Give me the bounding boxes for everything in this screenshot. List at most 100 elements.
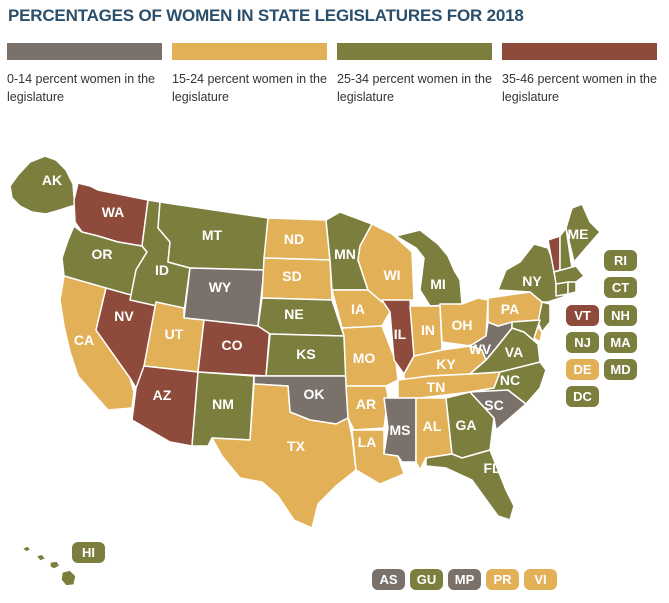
state-label-ut: UT (165, 326, 184, 342)
state-label-me: ME (568, 226, 589, 242)
state-label-ky: KY (436, 356, 456, 372)
state-az[interactable] (131, 365, 199, 447)
state-label-mt: MT (202, 227, 223, 243)
callout-label-de: DE (573, 362, 591, 377)
territory-label-mp: MP (455, 572, 475, 587)
territory-label-vi: VI (534, 572, 546, 587)
territory-label-as: AS (379, 572, 397, 587)
state-label-ne: NE (284, 306, 303, 322)
state-label-co: CO (222, 337, 243, 353)
territory-pill-pr[interactable] (486, 569, 519, 590)
callout-label-hi: HI (82, 545, 95, 560)
state-label-or: OR (92, 246, 113, 262)
callout-pill-de[interactable] (566, 359, 599, 380)
state-label-ak: AK (42, 172, 62, 188)
callout-label-dc: DC (573, 389, 592, 404)
state-md[interactable] (511, 319, 541, 345)
state-la[interactable] (351, 429, 405, 485)
state-ct[interactable] (555, 281, 569, 297)
state-tx[interactable] (211, 383, 357, 529)
state-label-ca: CA (74, 332, 94, 348)
legend-item-35-46: 35-46 percent women in the legislature (502, 43, 659, 106)
legend-item-0-14: 0-14 percent women in the legislature (7, 43, 164, 106)
state-label-nm: NM (212, 396, 234, 412)
state-label-il: IL (394, 326, 407, 342)
territory-pill-gu[interactable] (410, 569, 443, 590)
state-label-va: VA (505, 344, 523, 360)
territory-pill-vi[interactable] (524, 569, 557, 590)
state-label-id: ID (155, 262, 169, 278)
callout-pill-nh[interactable] (604, 305, 637, 326)
legend-swatch-25-34 (337, 43, 492, 60)
callout-label-md: MD (610, 362, 630, 377)
territory-label-gu: GU (417, 572, 437, 587)
state-label-tx: TX (287, 438, 306, 454)
state-label-tn: TN (427, 379, 446, 395)
state-label-pa: PA (501, 301, 519, 317)
state-label-mi: MI (430, 276, 446, 292)
callout-pill-dc[interactable] (566, 386, 599, 407)
state-label-wi: WI (383, 267, 400, 283)
state-label-fl: FL (483, 460, 501, 476)
state-mo[interactable] (341, 325, 399, 387)
state-label-ar: AR (356, 396, 376, 412)
state-label-az: AZ (153, 387, 172, 403)
state-label-nv: NV (114, 308, 134, 324)
state-oh[interactable] (439, 297, 489, 347)
callout-label-nj: NJ (574, 335, 591, 350)
state-label-wv: WV (469, 341, 492, 357)
callout-pill-nj[interactable] (566, 332, 599, 353)
callout-label-vt: VT (574, 308, 591, 323)
callout-pill-md[interactable] (604, 359, 637, 380)
state-label-al: AL (423, 418, 442, 434)
legend-swatch-35-46 (502, 43, 657, 60)
state-label-wa: WA (102, 204, 125, 220)
state-nc[interactable] (469, 361, 547, 405)
state-label-ok: OK (304, 386, 325, 402)
state-label-nc: NC (500, 372, 520, 388)
map-title: PERCENTAGES OF WOMEN IN STATE LEGISLATUR… (8, 6, 524, 25)
state-label-ga: GA (456, 417, 477, 433)
state-nj[interactable] (537, 301, 551, 333)
state-label-oh: OH (452, 317, 473, 333)
callout-pill-vt[interactable] (566, 305, 599, 326)
legend-label-25-34: 25-34 percent women in the legislature (337, 72, 492, 104)
state-wi[interactable] (357, 223, 415, 303)
state-label-in: IN (421, 322, 435, 338)
state-ma[interactable] (553, 265, 585, 285)
legend-item-25-34: 25-34 percent women in the legislature (337, 43, 494, 106)
state-label-sc: SC (484, 397, 503, 413)
callout-label-nh: NH (611, 308, 630, 323)
legend-label-35-46: 35-46 percent women in the legislature (502, 72, 657, 104)
legend-item-15-24: 15-24 percent women in the legislature (172, 43, 329, 106)
callout-pill-ct[interactable] (604, 277, 637, 298)
legend-swatch-15-24 (172, 43, 327, 60)
legend-label-0-14: 0-14 percent women in the legislature (7, 72, 156, 104)
state-label-ny: NY (522, 273, 542, 289)
state-label-nd: ND (284, 231, 304, 247)
state-mi[interactable] (395, 229, 463, 307)
state-ri[interactable] (567, 281, 577, 295)
state-label-wy: WY (209, 279, 232, 295)
state-ar[interactable] (345, 385, 389, 431)
state-label-la: LA (358, 434, 377, 450)
state-hi[interactable] (21, 545, 77, 587)
legend-swatch-0-14 (7, 43, 162, 60)
state-fl[interactable] (425, 449, 515, 521)
state-label-sd: SD (282, 268, 301, 284)
territory-pill-mp[interactable] (448, 569, 481, 590)
callout-label-ct: CT (612, 280, 629, 295)
state-me[interactable] (565, 203, 601, 263)
territory-pill-as[interactable] (372, 569, 405, 590)
callout-pill-hi[interactable] (72, 542, 105, 563)
callout-pill-ma[interactable] (604, 332, 637, 353)
state-wy[interactable] (183, 267, 265, 327)
state-label-mo: MO (353, 350, 376, 366)
state-label-ms: MS (390, 422, 411, 438)
callout-pill-ri[interactable] (604, 250, 637, 271)
callout-label-ma: MA (610, 335, 631, 350)
territory-label-pr: PR (493, 572, 512, 587)
legend-label-15-24: 15-24 percent women in the legislature (172, 72, 327, 104)
callout-label-ri: RI (614, 253, 627, 268)
